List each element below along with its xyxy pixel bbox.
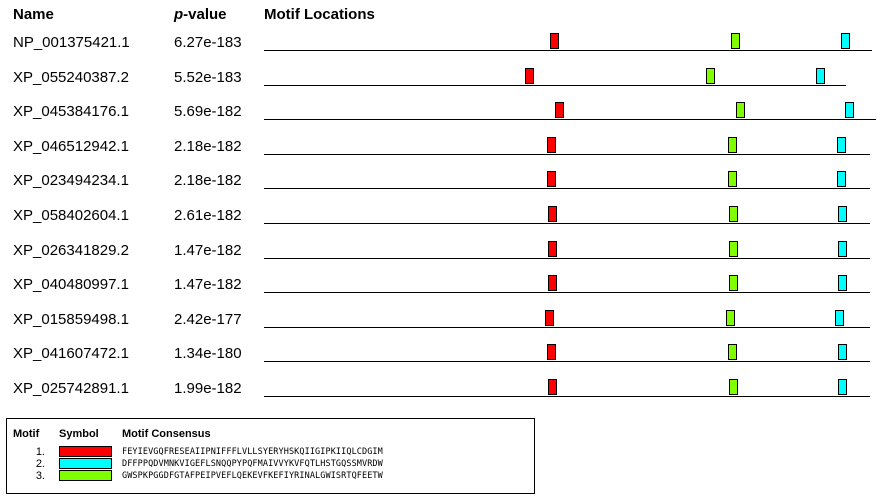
motif-1-site <box>550 33 559 49</box>
motif-3-site <box>728 136 737 153</box>
motif-1-site <box>548 240 557 257</box>
pvalue-suffix: -value <box>183 6 227 23</box>
motif-1-site <box>548 206 557 222</box>
sequence-line <box>264 396 870 397</box>
legend-motif-consensus: DFFPPQDVMNKVIGEFLSNQQPYPQFMAIVVYKVFQTLHS… <box>122 459 383 469</box>
sequence-row: XP_055240387.2 5.52e-183 <box>0 67 889 99</box>
motif-2-site <box>838 206 847 222</box>
sequence-name: XP_040480997.1 <box>13 276 129 294</box>
sequence-name: XP_025742891.1 <box>13 380 129 397</box>
pvalue-p: p <box>174 6 184 23</box>
sequence-pvalue: 2.18e-182 <box>174 172 242 190</box>
sequence-name: XP_058402604.1 <box>13 207 129 224</box>
sequence-row: NP_001375421.1 6.27e-183 <box>0 33 889 64</box>
motif-3-site <box>729 206 738 222</box>
motif-1-site <box>547 344 556 361</box>
sequence-row: XP_058402604.1 2.61e-182 <box>0 206 889 237</box>
motif-3-site <box>726 309 735 326</box>
motif-2-site <box>845 102 854 119</box>
sequence-row: XP_026341829.2 1.47e-182 <box>0 240 889 272</box>
legend-motif-symbol <box>59 446 112 457</box>
legend-motif-symbol <box>59 470 112 481</box>
motif-1-site <box>548 379 557 395</box>
motif-3-site <box>729 275 738 292</box>
sequence-pvalue: 2.18e-182 <box>174 137 242 155</box>
motif-1-site <box>555 102 564 119</box>
motif-2-site <box>816 67 825 84</box>
sequence-pvalue: 1.99e-182 <box>174 380 242 397</box>
sequence-row: XP_025742891.1 1.99e-182 <box>0 379 889 410</box>
sequence-line <box>264 257 870 259</box>
motif-3-site <box>728 171 737 188</box>
motif-2-site <box>837 171 846 188</box>
sequence-line <box>264 292 870 294</box>
legend-motif-consensus: GWSPKPGGDFGTAFPEIPVEFLQEKEVFKEFIYRINALGW… <box>122 471 383 481</box>
sequence-row: XP_015859498.1 2.42e-177 <box>0 309 889 341</box>
motif-2-site <box>835 309 844 326</box>
motif-2-site <box>838 275 847 292</box>
motif-1-site <box>547 171 556 188</box>
column-header-pvalue: p-value <box>174 6 227 23</box>
sequence-name: NP_001375421.1 <box>13 34 130 51</box>
legend-motif-number: 3. <box>35 470 45 482</box>
sequence-row: XP_040480997.1 1.47e-182 <box>0 275 889 306</box>
sequence-name: XP_023494234.1 <box>13 172 129 190</box>
column-header-motif-locations: Motif Locations <box>264 6 375 23</box>
motif-1-site <box>545 309 554 326</box>
sequence-pvalue: 1.34e-180 <box>174 345 242 363</box>
legend-motif-symbol <box>59 458 112 469</box>
sequence-line <box>264 153 870 155</box>
motif-1-site <box>547 136 556 153</box>
motif-legend: Motif Symbol Motif Consensus 1. FEYIEVGQ… <box>6 418 535 494</box>
sequence-row: XP_023494234.1 2.18e-182 <box>0 171 889 202</box>
sequence-pvalue: 2.61e-182 <box>174 207 242 224</box>
sequence-line <box>264 50 872 51</box>
motif-1-site <box>525 67 534 84</box>
motif-3-site <box>728 344 737 361</box>
legend-motif-number: 2. <box>35 458 45 470</box>
sequence-pvalue: 5.52e-183 <box>174 68 242 86</box>
sequence-pvalue: 5.69e-182 <box>174 103 242 121</box>
motif-2-site <box>838 379 847 395</box>
sequence-name: XP_045384176.1 <box>13 103 129 121</box>
motif-2-site <box>838 240 847 257</box>
sequence-line <box>264 188 870 190</box>
motif-3-site <box>731 33 740 49</box>
legend-motif-number: 1. <box>35 446 45 458</box>
sequence-name: XP_055240387.2 <box>13 68 129 86</box>
motif-2-site <box>837 136 846 153</box>
sequence-pvalue: 1.47e-182 <box>174 276 242 294</box>
sequence-line <box>264 119 876 121</box>
sequence-row: XP_046512942.1 2.18e-182 <box>0 136 889 168</box>
column-header-name: Name <box>13 6 54 23</box>
legend-header-consensus: Motif Consensus <box>122 428 211 440</box>
sequence-pvalue: 6.27e-183 <box>174 34 242 51</box>
sequence-name: XP_026341829.2 <box>13 241 129 259</box>
legend-header-motif: Motif <box>13 428 40 440</box>
sequence-name: XP_046512942.1 <box>13 137 129 155</box>
motif-2-site <box>838 344 847 361</box>
legend-motif-consensus: FEYIEVGQFRESEAIIPNIFFFLVLLSYERYHSKQIIGIP… <box>122 447 383 457</box>
motif-3-site <box>706 67 715 84</box>
sequence-line <box>264 84 846 86</box>
sequence-name: XP_041607472.1 <box>13 345 129 363</box>
sequence-row: XP_041607472.1 1.34e-180 <box>0 344 889 375</box>
sequence-line <box>264 223 870 224</box>
motif-3-site <box>736 102 745 119</box>
motif-3-site <box>729 240 738 257</box>
sequence-line <box>264 326 870 328</box>
motif-3-site <box>729 379 738 395</box>
motif-2-site <box>841 33 850 49</box>
motif-1-site <box>548 275 557 292</box>
sequence-row: XP_045384176.1 5.69e-182 <box>0 102 889 133</box>
sequence-pvalue: 1.47e-182 <box>174 241 242 259</box>
sequence-pvalue: 2.42e-177 <box>174 310 242 328</box>
sequence-name: XP_015859498.1 <box>13 310 129 328</box>
legend-header-symbol: Symbol <box>59 428 99 440</box>
sequence-line <box>264 361 870 363</box>
